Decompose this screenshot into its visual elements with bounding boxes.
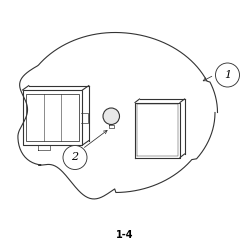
Circle shape bbox=[216, 63, 240, 87]
Circle shape bbox=[63, 146, 87, 170]
Text: 1: 1 bbox=[224, 70, 231, 80]
Text: 2: 2 bbox=[72, 152, 78, 162]
Circle shape bbox=[103, 108, 120, 124]
Text: 1-4: 1-4 bbox=[116, 230, 134, 240]
